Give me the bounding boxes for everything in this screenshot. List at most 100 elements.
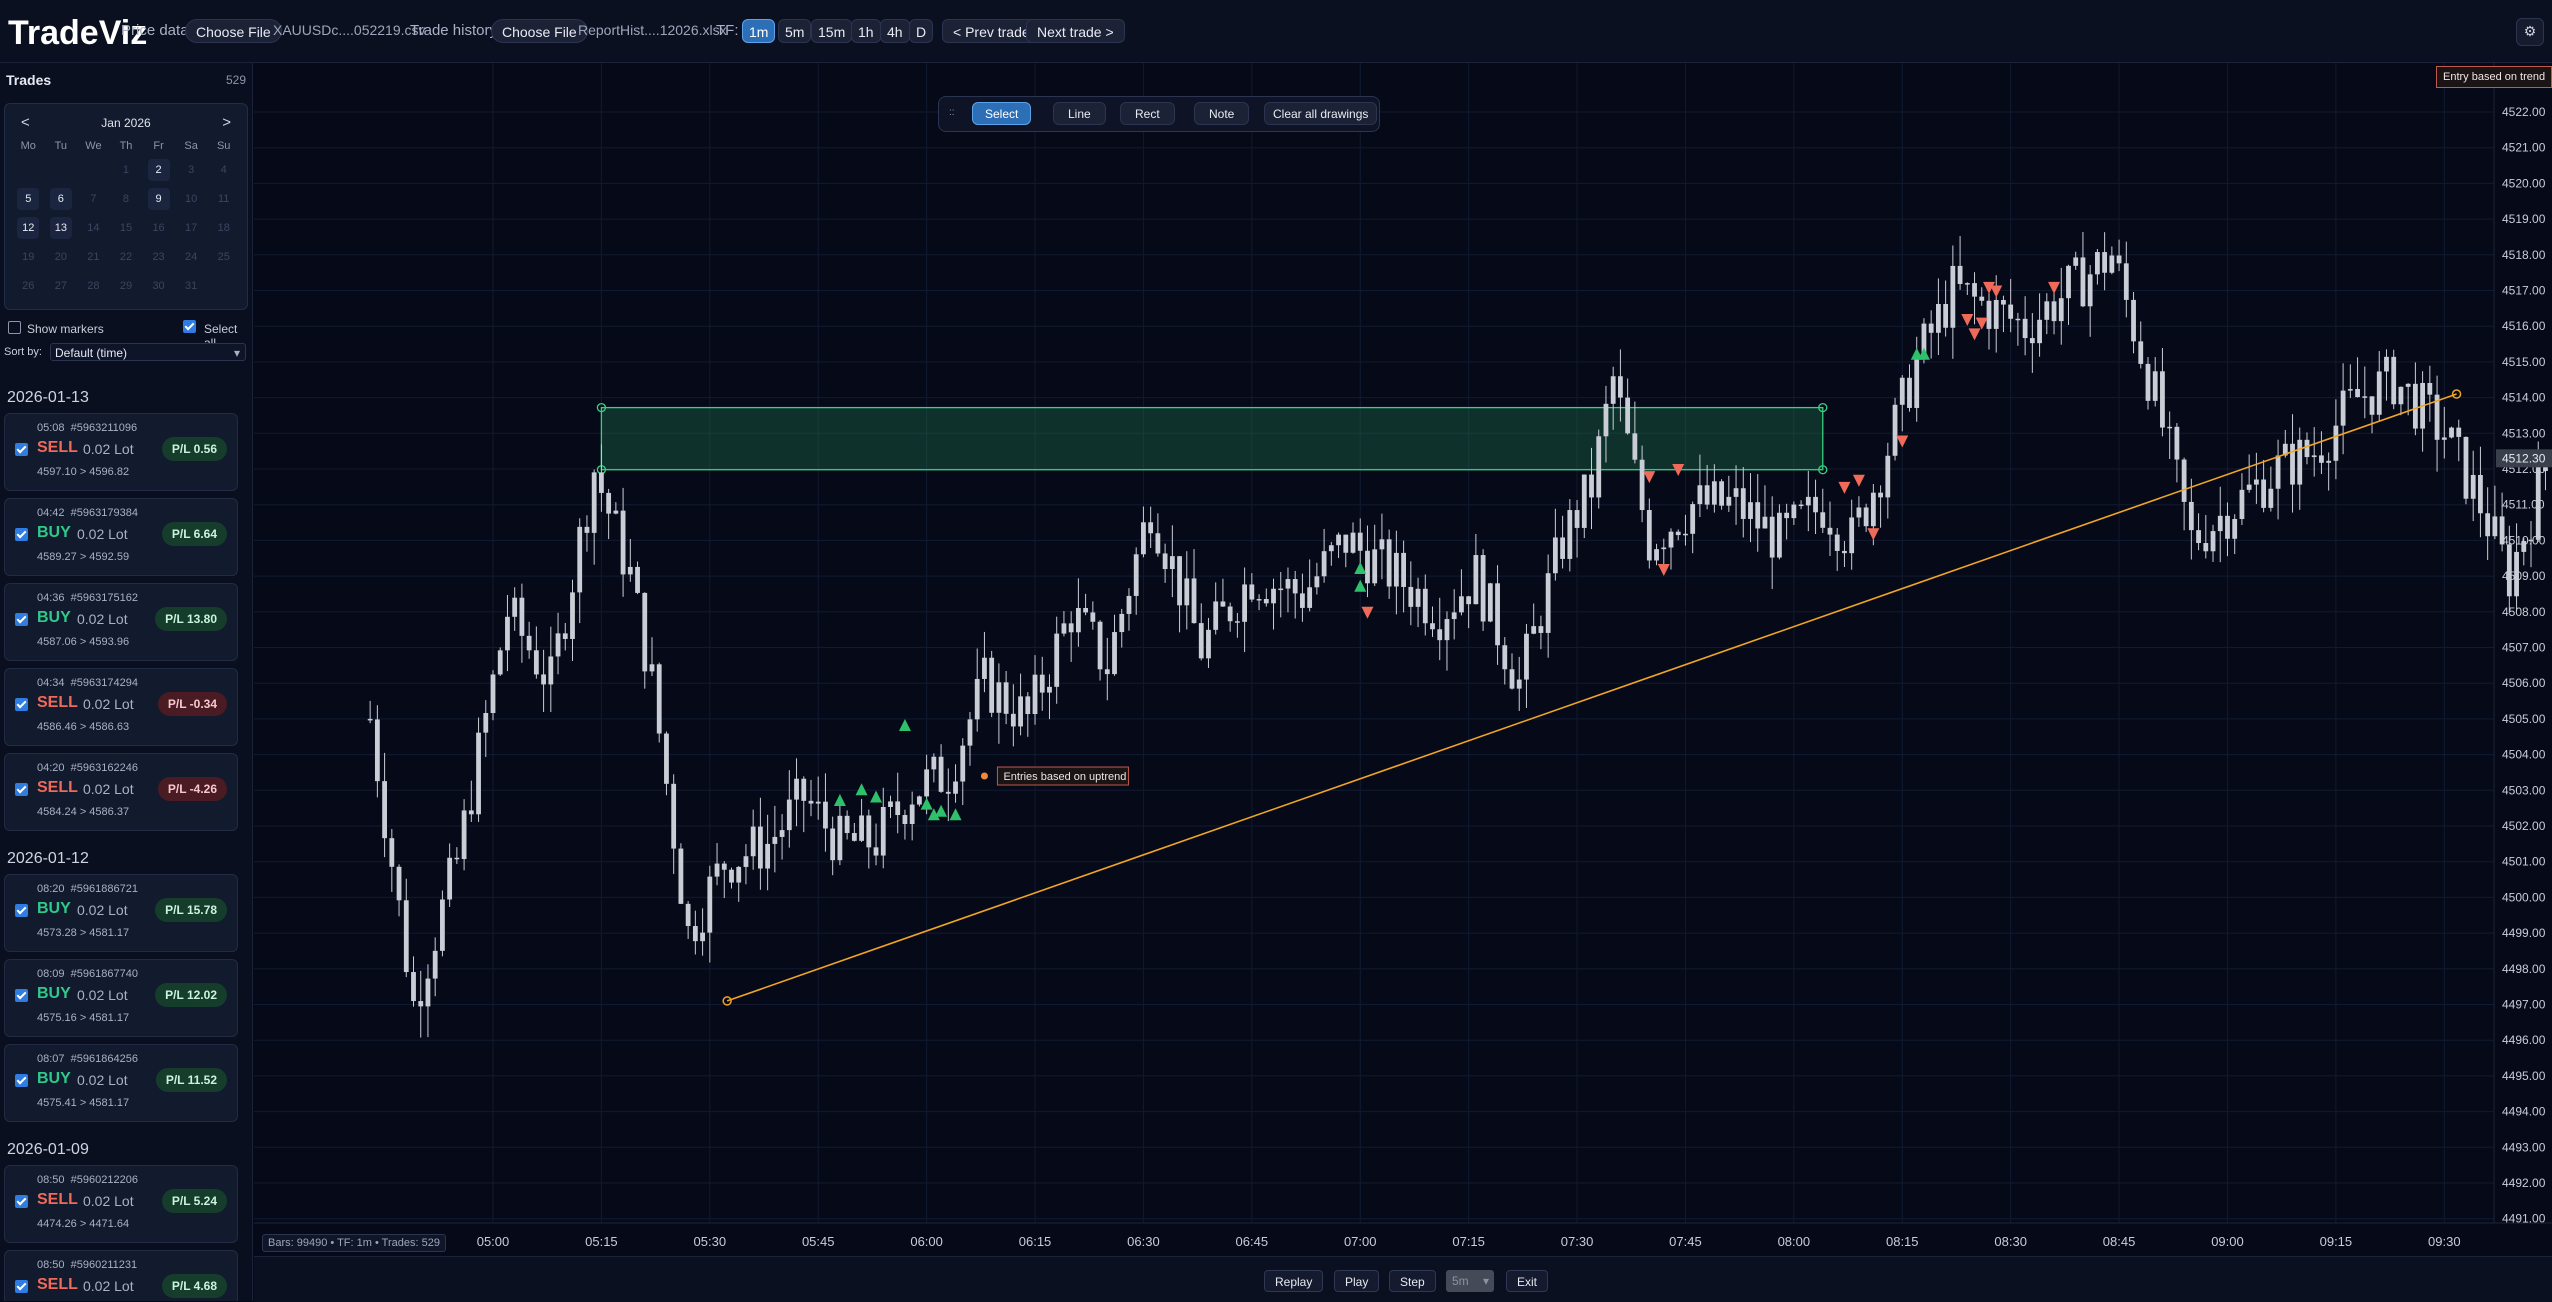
calendar-day[interactable]: 21 <box>87 251 100 263</box>
calendar-day[interactable]: 15 <box>119 222 133 234</box>
calendar-day[interactable]: 9 <box>142 187 175 212</box>
trade-checkbox[interactable] <box>15 1280 28 1293</box>
calendar-day[interactable]: 31 <box>185 280 198 292</box>
candle-body <box>2369 396 2375 415</box>
exit-button[interactable]: Exit <box>1506 1270 1549 1292</box>
trade-card[interactable]: 05:08 #5963211096 SELL 0.02 Lot 4597.10 > 4… <box>4 413 238 491</box>
calendar-day[interactable]: 4 <box>220 164 227 176</box>
calendar-day[interactable]: 26 <box>22 280 35 292</box>
calendar-day[interactable]: 30 <box>152 280 165 292</box>
calendar-day[interactable]: 6 <box>45 187 78 212</box>
calendar-day[interactable]: 10 <box>185 193 198 205</box>
tool-line-button[interactable]: Line <box>1053 102 1106 125</box>
candle-body <box>461 810 467 860</box>
calendar-day[interactable]: 25 <box>217 251 230 263</box>
trade-checkbox[interactable] <box>15 904 28 917</box>
next-trade-button[interactable]: Next trade > <box>1026 19 1125 43</box>
buy-marker <box>855 783 868 796</box>
calendar-day[interactable]: 17 <box>185 222 198 234</box>
calendar-day[interactable]: 16 <box>152 222 165 234</box>
calendar-day[interactable]: 11 <box>218 193 230 205</box>
candle-body <box>2412 383 2418 429</box>
trade-checkbox[interactable] <box>15 698 28 711</box>
tool-rect-button[interactable]: Rect <box>1120 102 1175 125</box>
trade-lot: 0.02 Lot <box>83 781 134 797</box>
calendar-day[interactable]: 29 <box>119 280 133 292</box>
calendar-day[interactable]: 3 <box>188 164 195 176</box>
tf-button-1h[interactable]: 1h <box>851 19 881 43</box>
select-all-checkbox[interactable] <box>183 320 196 333</box>
trade-card[interactable]: 08:09 #5961867740 BUY 0.02 Lot 4575.16 > 45… <box>4 959 238 1037</box>
trade-checkbox[interactable] <box>15 1195 28 1208</box>
calendar-day[interactable]: 1 <box>122 164 130 176</box>
price-data-choose-button[interactable]: Choose File <box>185 19 282 43</box>
candle-body <box>1516 679 1522 689</box>
tf-button-4h[interactable]: 4h <box>880 19 910 43</box>
calendar-day[interactable]: 24 <box>185 251 198 263</box>
calendar-day[interactable]: 13 <box>45 216 78 241</box>
calendar-day[interactable]: 28 <box>87 280 100 292</box>
calendar-next-button[interactable]: > <box>222 114 231 131</box>
drag-handle-icon[interactable]: :: <box>949 107 955 118</box>
note-entry-based-on-trend[interactable]: Entry based on trend <box>2436 66 2552 88</box>
calendar-day[interactable]: 18 <box>217 222 230 234</box>
gear-icon[interactable]: ⚙ <box>2516 18 2544 46</box>
tool-note-button[interactable]: Note <box>1194 102 1250 125</box>
candle-body <box>1632 433 1638 460</box>
candle-body <box>1560 537 1565 559</box>
replay-button[interactable]: Replay <box>1264 1270 1324 1292</box>
trade-card[interactable]: 04:34 #5963174294 SELL 0.02 Lot 4586.46 > 4… <box>4 668 238 746</box>
calendar-day[interactable]: 12 <box>12 216 45 241</box>
trade-checkbox[interactable] <box>15 528 28 541</box>
trade-checkbox[interactable] <box>15 989 28 1002</box>
calendar-day[interactable]: 2 <box>142 158 175 183</box>
play-button[interactable]: Play <box>1334 1270 1380 1292</box>
sort-select[interactable]: Default (time) <box>50 343 246 362</box>
candle-body <box>938 756 944 792</box>
trade-checkbox[interactable] <box>15 613 28 626</box>
price-tick-label: 4500.00 <box>2502 890 2546 904</box>
candle-body <box>866 815 872 848</box>
calendar-prev-button[interactable]: < <box>21 114 30 131</box>
trade-card[interactable]: 04:36 #5963175162 BUY 0.02 Lot 4587.06 > 45… <box>4 583 238 661</box>
candle-body <box>794 778 799 800</box>
trade-side: BUY <box>37 900 71 917</box>
clear-drawings-button[interactable]: Clear all drawings <box>1264 102 1378 125</box>
tf-button-1m[interactable]: 1m <box>742 19 776 43</box>
calendar-day[interactable]: 19 <box>22 251 35 263</box>
tf-button-5m[interactable]: 5m <box>778 19 812 43</box>
calendar-day[interactable]: 27 <box>54 280 67 292</box>
trade-card[interactable]: 08:07 #5961864256 BUY 0.02 Lot 4575.41 > 45… <box>4 1044 238 1122</box>
trade-checkbox[interactable] <box>15 443 28 456</box>
candle-body <box>1726 496 1732 506</box>
price-chart[interactable]: 4522.00 4521.00 4520.00 4519.00 4518.00 4517.… <box>254 63 2552 1256</box>
tf-button-d[interactable]: D <box>909 19 934 43</box>
trade-card[interactable]: 08:20 #5961886721 BUY 0.02 Lot 4573.28 > 45… <box>4 874 238 952</box>
trade-checkbox[interactable] <box>15 783 28 796</box>
trade-card[interactable]: 04:20 #5963162246 SELL 0.02 Lot 4584.24 > 4… <box>4 753 238 831</box>
candle-body <box>1567 510 1573 559</box>
tool-select-button[interactable]: Select <box>972 102 1032 125</box>
calendar-day[interactable]: 14 <box>87 222 100 234</box>
buy-marker <box>1917 347 1930 360</box>
trade-card[interactable]: 08:50 #5960212206 SELL 0.02 Lot 4474.26 > 4… <box>4 1165 238 1243</box>
date-header: 2026-01-12 <box>7 850 89 867</box>
calendar-day[interactable]: 23 <box>152 251 165 263</box>
show-markers-checkbox[interactable] <box>8 321 21 334</box>
calendar-day[interactable]: 22 <box>119 251 133 263</box>
prev-trade-button[interactable]: < Prev trade <box>942 19 1041 43</box>
candle-body <box>425 978 431 1007</box>
candle-body <box>1292 579 1298 594</box>
step-button[interactable]: Step <box>1389 1270 1436 1292</box>
trade-checkbox[interactable] <box>15 1074 28 1087</box>
calendar-day[interactable]: 8 <box>122 193 130 205</box>
candle-body <box>1740 488 1746 519</box>
calendar-day[interactable]: 5 <box>12 187 45 212</box>
calendar-day[interactable]: 20 <box>54 251 67 263</box>
calendar-day[interactable]: 7 <box>90 193 97 205</box>
trade-history-choose-button[interactable]: Choose File <box>491 19 588 43</box>
tf-button-15m[interactable]: 15m <box>811 19 853 43</box>
replay-speed-select[interactable]: 5m <box>1446 1270 1494 1292</box>
trade-card[interactable]: 04:42 #5963179384 BUY 0.02 Lot 4589.27 > 45… <box>4 498 238 576</box>
